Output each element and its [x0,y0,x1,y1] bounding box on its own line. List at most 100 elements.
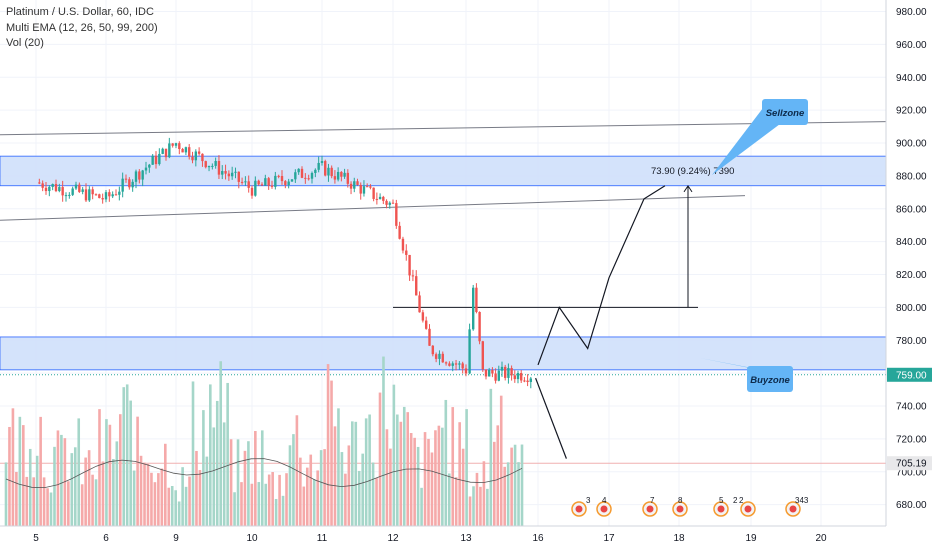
volume-bar [472,486,475,526]
volume-bar [378,392,382,526]
volume-bar [229,439,233,526]
candle-body [81,189,84,192]
candle-body [359,184,362,194]
candle-body [317,162,320,170]
volume-bar [191,381,195,526]
volume-bar [46,488,49,526]
candle-body [398,225,401,239]
volume-bar [184,486,188,526]
candle-body [513,375,516,380]
candle-body [356,181,359,185]
candle-body [64,195,68,197]
volume-bar [517,462,520,526]
volume-bar [482,461,486,526]
candle-body [365,186,369,188]
candle-body [114,194,118,196]
candle-body [516,373,520,380]
volume-bar [402,406,406,526]
volume-bar [264,483,268,526]
candle-body [385,200,388,205]
candle-body [408,254,411,276]
event-count-label: 7 [650,496,655,505]
candle-body [378,196,382,200]
candle-body [382,196,385,201]
volume-bar [409,433,413,526]
volume-bar [240,482,243,526]
volume-bar [392,384,396,526]
candle-body [431,345,435,355]
volume-bar [513,444,517,526]
time-tick-label: 16 [532,533,544,544]
candle-body [121,178,124,192]
candle-body [458,363,461,365]
volume-bar [475,472,479,526]
candle-body [98,194,101,199]
volume-bar [302,486,306,526]
candle-body [510,368,513,376]
volume-bar [323,449,326,526]
candle-body [424,320,428,329]
time-tick-label: 12 [387,533,399,544]
candle-body [224,171,227,174]
candle-body [211,165,214,167]
volume-bar [340,452,344,526]
volume-bar [506,462,510,526]
candle-body [207,165,211,168]
marked-level-label: 705.19 [896,459,927,470]
volume-bar [80,484,84,526]
volume-bar [70,453,74,526]
volume-bar [271,472,274,526]
volume-bar [444,399,448,526]
lower-channel-line [0,195,746,221]
candle-body [327,167,330,176]
candle-body [230,172,234,177]
volume-bar [396,414,399,526]
candle-body [94,194,98,196]
upper-channel-line [0,121,887,136]
volume-bar [357,470,361,526]
event-count-label: 4 [602,496,607,505]
volume-bar [368,414,371,526]
time-tick-label: 20 [815,533,827,544]
candle-body [178,143,181,149]
volume-bar [385,429,389,526]
candle-body [148,164,151,168]
candle-body [451,363,454,366]
sellzone-callout: Sellzone [712,99,808,175]
volume-bar [420,487,423,526]
candle-body [346,172,350,184]
candle-body [217,161,221,175]
sellzone-pointer [712,108,780,175]
candle-body [472,287,475,330]
volume-bar [285,473,288,526]
candle-body [434,354,438,359]
volume-bar [22,425,25,526]
candle-body [340,171,343,177]
volume-bar [15,471,18,526]
volume-ma-line [5,458,523,489]
candle-body [362,186,366,194]
volume-bar [170,485,174,526]
volume-bar [60,434,63,526]
volume-bar [11,408,15,526]
volume-bar [53,446,56,526]
price-tick-label: 860.00 [896,204,927,215]
volume-bar [503,466,506,526]
candle-body [221,171,224,175]
candle-body [254,180,257,196]
volume-bar [454,477,458,526]
time-tick-label: 6 [103,533,109,544]
candle-body [290,179,294,182]
candle-body [108,192,111,197]
volume-bar [312,479,316,526]
volume-bar [326,364,330,526]
volume-bar [375,478,378,526]
annotations: 73.90 (9.24%) 7390 Sellzone Buyzone [651,99,808,392]
volume-bar [73,447,77,526]
price-tick-label: 960.00 [896,40,927,51]
volume-bar [222,422,226,526]
volume-bar [434,430,437,526]
volume-bar [18,416,22,526]
